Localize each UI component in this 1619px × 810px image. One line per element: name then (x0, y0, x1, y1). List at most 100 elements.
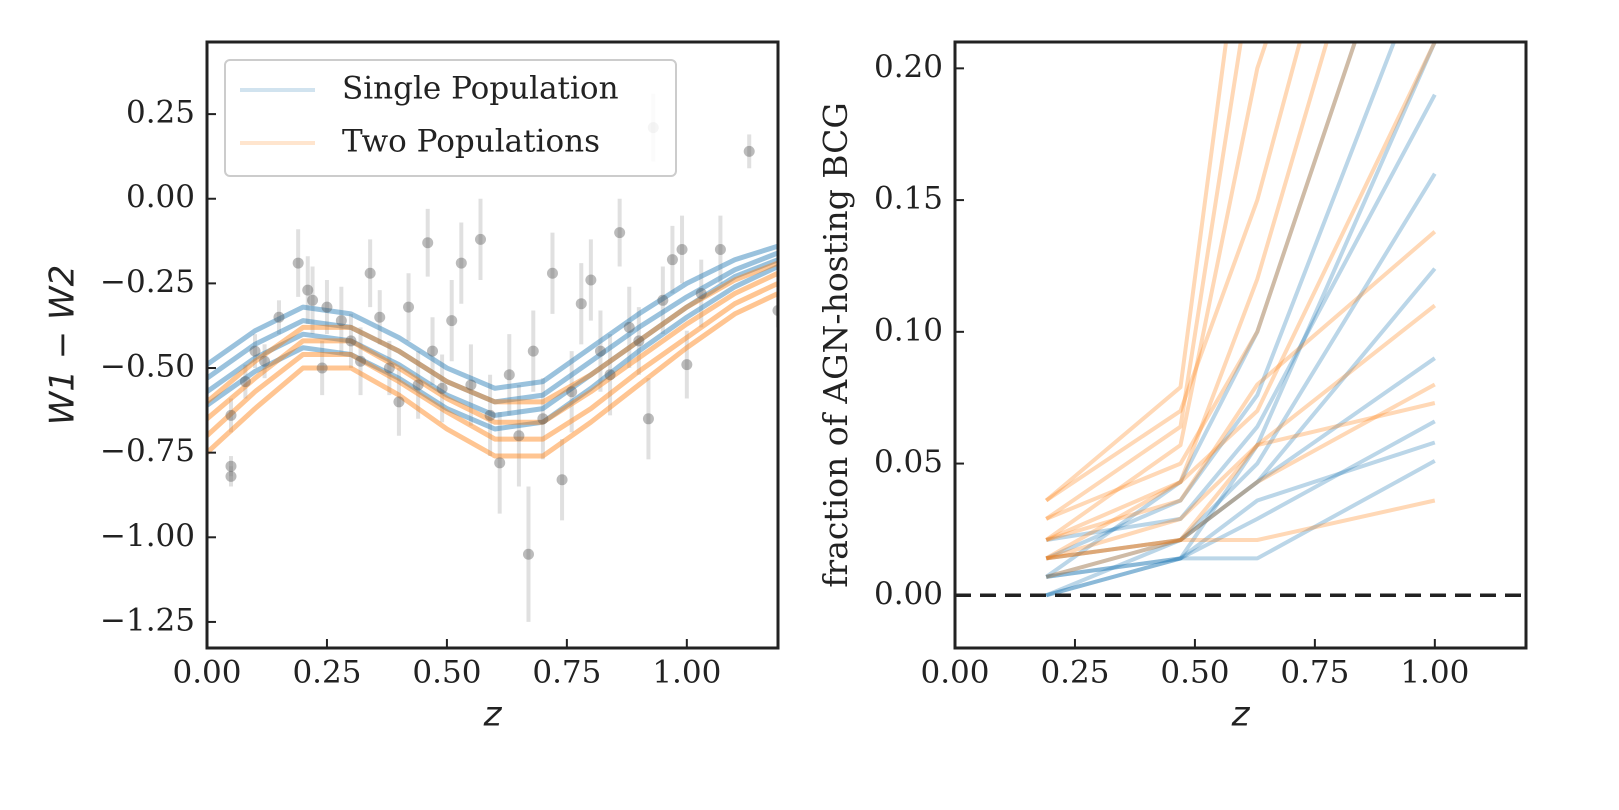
data-point (335, 315, 347, 327)
data-point (666, 254, 678, 266)
x-tick-label: 0.50 (1160, 655, 1229, 691)
y-tick-label: 0.00 (874, 576, 943, 612)
y-tick-label: −0.50 (100, 349, 195, 385)
data-point (465, 379, 477, 391)
curve (1045, 42, 1269, 542)
data-point (585, 274, 597, 286)
curve (207, 281, 778, 442)
curve (1045, 230, 1437, 542)
data-point (546, 267, 558, 279)
data-point (484, 409, 496, 421)
curve (1045, 42, 1437, 598)
curve (1045, 356, 1436, 598)
legend-box (224, 59, 677, 177)
x-tick-label: 1.00 (1400, 655, 1469, 691)
curve (207, 270, 778, 425)
data-point (302, 284, 314, 296)
y-tick-label: 0.05 (874, 444, 943, 480)
x-axis-label: z (483, 695, 503, 735)
curve (207, 250, 778, 405)
data-point (403, 301, 415, 313)
curve (1045, 42, 1437, 542)
x-tick-label: 0.00 (172, 655, 241, 691)
x-tick-label: 0.75 (532, 655, 601, 691)
data-point (676, 244, 688, 256)
data-point (436, 382, 448, 394)
data-point (503, 369, 515, 381)
curve (1045, 303, 1437, 561)
data-point (594, 345, 606, 357)
axes-frame (205, 40, 780, 650)
data-point (374, 311, 386, 323)
x-tick-label: 0.25 (292, 655, 361, 691)
legend-label: Single Population (342, 71, 619, 107)
curve (1045, 42, 1358, 579)
curve (1045, 382, 1436, 561)
y-tick-label: −0.75 (100, 433, 195, 469)
data-point (307, 294, 319, 306)
data-point (681, 359, 693, 371)
data-point (657, 294, 669, 306)
y-tick-label: −0.25 (100, 264, 195, 300)
data-point (412, 379, 424, 391)
curve (1045, 419, 1436, 579)
curve (207, 243, 778, 391)
data-point (475, 233, 487, 245)
curve (1045, 440, 1436, 579)
data-point (321, 301, 333, 313)
curve (1044, 42, 1229, 503)
curve (1045, 267, 1437, 579)
y-axis-label: W1 − W2 (43, 265, 83, 426)
legend-label: Two Populations (342, 124, 600, 160)
plot-area (955, 42, 1526, 598)
curve (207, 260, 778, 405)
data-point (494, 457, 506, 469)
x-axis-label: z (1231, 695, 1251, 735)
data-point (743, 145, 755, 157)
y-tick-label: −1.25 (100, 602, 195, 638)
y-tick-label: −1.00 (100, 518, 195, 554)
data-point (316, 362, 328, 374)
curve (1045, 42, 1243, 521)
data-point (239, 376, 251, 388)
data-point (575, 298, 587, 310)
data-point (249, 345, 261, 357)
data-point (623, 321, 635, 333)
x-tick-label: 0.50 (412, 655, 481, 691)
data-point (225, 460, 237, 472)
data-point (537, 413, 549, 425)
data-point (714, 244, 726, 256)
data-point (225, 409, 237, 421)
x-tick-label: 0.75 (1280, 655, 1349, 691)
data-point (513, 430, 525, 442)
data-point (225, 470, 237, 482)
data-point (345, 335, 357, 347)
curve (1045, 42, 1329, 561)
data-point (604, 369, 616, 381)
data-point (292, 257, 304, 269)
curve (1045, 498, 1436, 579)
y-tick-label: 0.10 (874, 312, 943, 348)
data-point (355, 355, 367, 367)
x-tick-label: 0.00 (920, 655, 989, 691)
y-axis-label: fraction of AGN-hosting BCG (816, 102, 855, 588)
y-tick-label: 0.20 (874, 49, 943, 85)
y-tick-label: 0.15 (874, 181, 943, 217)
data-point (273, 311, 285, 323)
curve (1045, 172, 1437, 561)
data-point (556, 474, 568, 486)
data-point (633, 335, 645, 347)
data-point (695, 288, 707, 300)
curve (1045, 93, 1437, 542)
data-point (393, 396, 405, 408)
curve (1045, 42, 1397, 561)
data-point (522, 548, 534, 560)
data-point (259, 355, 271, 367)
data-point (427, 345, 439, 357)
data-point (614, 227, 626, 239)
plot-area (207, 93, 778, 622)
data-point (383, 362, 395, 374)
curve (1045, 42, 1302, 503)
curve (207, 264, 778, 432)
